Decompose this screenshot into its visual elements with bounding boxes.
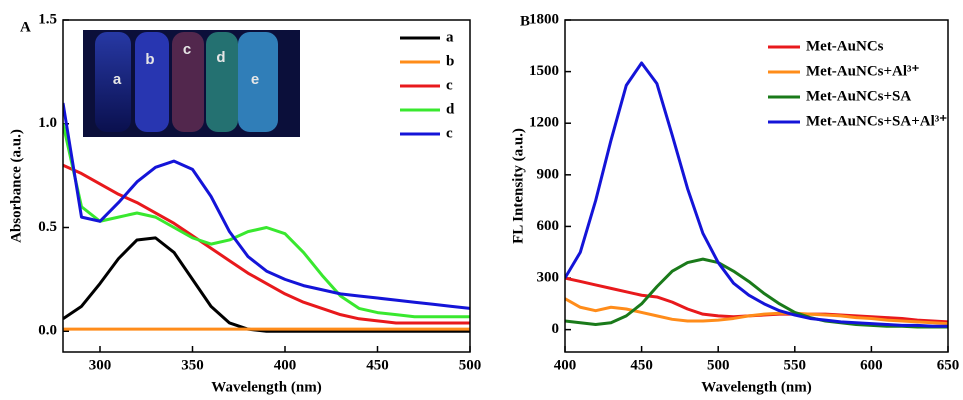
y-tick-label: 600 [537,218,560,234]
series-line [63,236,470,333]
legend-label: d [446,101,455,117]
y-tick-label: 300 [537,269,560,285]
y-tick-label: 1.0 [38,115,57,131]
inset-label: b [145,51,154,68]
y-tick-label: 1.5 [38,11,57,27]
panel-letter: B [520,13,530,29]
inset-label: a [113,71,122,88]
legend-label: b [446,53,454,69]
x-tick-label: 500 [459,357,482,373]
legend-label: Met-AuNCs+SA+Al³⁺ [806,113,947,129]
x-tick-label: 400 [274,357,297,373]
inset-label: c [183,41,191,58]
legend-label: Met-AuNCs [806,38,884,54]
inset-photo [83,30,300,137]
x-axis-label: Wavelength (nm) [211,379,321,395]
x-tick-label: 450 [366,357,389,373]
y-axis-label: FL Intensity (a.u.) [510,128,526,244]
legend-label: Met-AuNCs+Al³⁺ [806,63,920,79]
panel-letter: A [20,19,31,35]
y-tick-label: 1800 [529,11,559,27]
x-tick-label: 450 [630,357,653,373]
x-tick-label: 650 [937,357,960,373]
series-line [565,297,948,326]
plot-frame [564,19,949,353]
legend-label: a [446,29,454,45]
series-line [63,102,470,310]
y-tick-label: 0.5 [38,219,57,235]
y-tick-label: 1500 [529,63,559,79]
y-axis-label: Absorbance (a.u.) [8,129,24,243]
inset-label: d [216,49,225,66]
series-line [565,61,948,328]
series-line [63,163,470,325]
x-tick-label: 550 [784,357,807,373]
x-axis-label: Wavelength (nm) [701,379,811,395]
series-line [63,123,470,319]
y-tick-label: 0.0 [38,323,57,339]
plot-frame [62,19,471,353]
legend-label: Met-AuNCs+SA [806,88,911,104]
inset-label: e [251,71,259,88]
series-line [565,257,948,329]
x-tick-label: 300 [89,357,112,373]
y-tick-label: 1200 [529,115,559,131]
y-tick-label: 900 [537,166,560,182]
x-tick-label: 400 [554,357,577,373]
x-tick-label: 350 [181,357,204,373]
x-tick-label: 500 [707,357,730,373]
y-tick-label: 0 [552,321,560,337]
x-tick-label: 600 [860,357,883,373]
legend-label: c [446,77,453,93]
legend-label: c [446,125,453,141]
